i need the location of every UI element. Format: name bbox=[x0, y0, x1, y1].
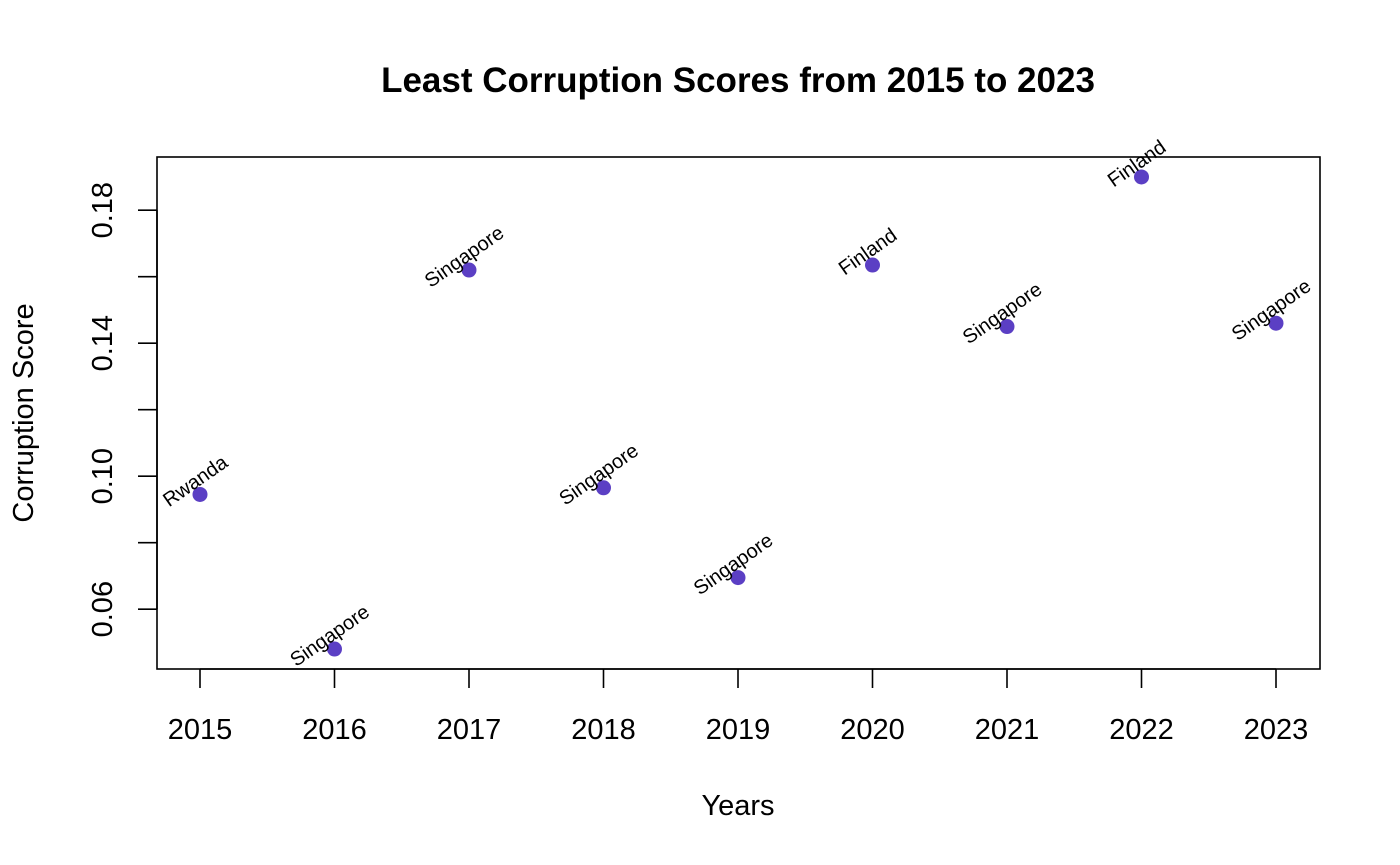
point-label: Singapore bbox=[421, 222, 508, 292]
data-point bbox=[192, 486, 208, 502]
point-label: Singapore bbox=[1228, 275, 1315, 345]
x-tick-label: 2019 bbox=[706, 714, 771, 746]
x-tick-label: 2017 bbox=[437, 714, 502, 746]
chart-title: Least Corruption Scores from 2015 to 202… bbox=[381, 61, 1095, 100]
x-tick-label: 2021 bbox=[975, 714, 1040, 746]
x-tick-label: 2020 bbox=[840, 714, 905, 746]
x-axis: 2015 2016 2017 2018 2019 2020 2021 2022 2023 bbox=[168, 668, 1309, 746]
point-label: Finland bbox=[835, 224, 901, 280]
y-tick-label: 0.10 bbox=[87, 448, 119, 504]
y-tick-label: 0.18 bbox=[87, 182, 119, 238]
data-point bbox=[730, 570, 746, 586]
x-axis-title: Years bbox=[701, 790, 774, 822]
y-axis-title: Corruption Score bbox=[8, 303, 40, 522]
y-axis: 0.06 0.10 0.14 0.18 bbox=[87, 182, 158, 637]
y-tick-label: 0.06 bbox=[87, 581, 119, 637]
point-label: Rwanda bbox=[159, 451, 232, 512]
point-label: Singapore bbox=[286, 601, 373, 671]
point-label: Singapore bbox=[690, 529, 777, 599]
data-points: Rwanda Singapore Singapore Singapore Singapo… bbox=[159, 136, 1315, 671]
x-tick-label: 2015 bbox=[168, 714, 233, 746]
x-tick-label: 2022 bbox=[1109, 714, 1174, 746]
y-tick-label: 0.14 bbox=[87, 315, 119, 371]
point-label: Singapore bbox=[959, 278, 1046, 348]
plot-area-frame bbox=[156, 156, 1321, 670]
x-tick-label: 2018 bbox=[571, 714, 636, 746]
data-point bbox=[999, 319, 1015, 335]
x-tick-label: 2016 bbox=[302, 714, 367, 746]
data-point bbox=[865, 257, 880, 273]
data-point bbox=[1134, 169, 1149, 185]
data-point bbox=[461, 262, 477, 278]
x-tick-label: 2023 bbox=[1244, 714, 1309, 746]
point-label: Finland bbox=[1104, 136, 1170, 192]
data-point bbox=[327, 641, 342, 657]
data-point bbox=[596, 480, 611, 496]
point-label: Singapore bbox=[555, 440, 642, 510]
data-point bbox=[1268, 315, 1284, 331]
